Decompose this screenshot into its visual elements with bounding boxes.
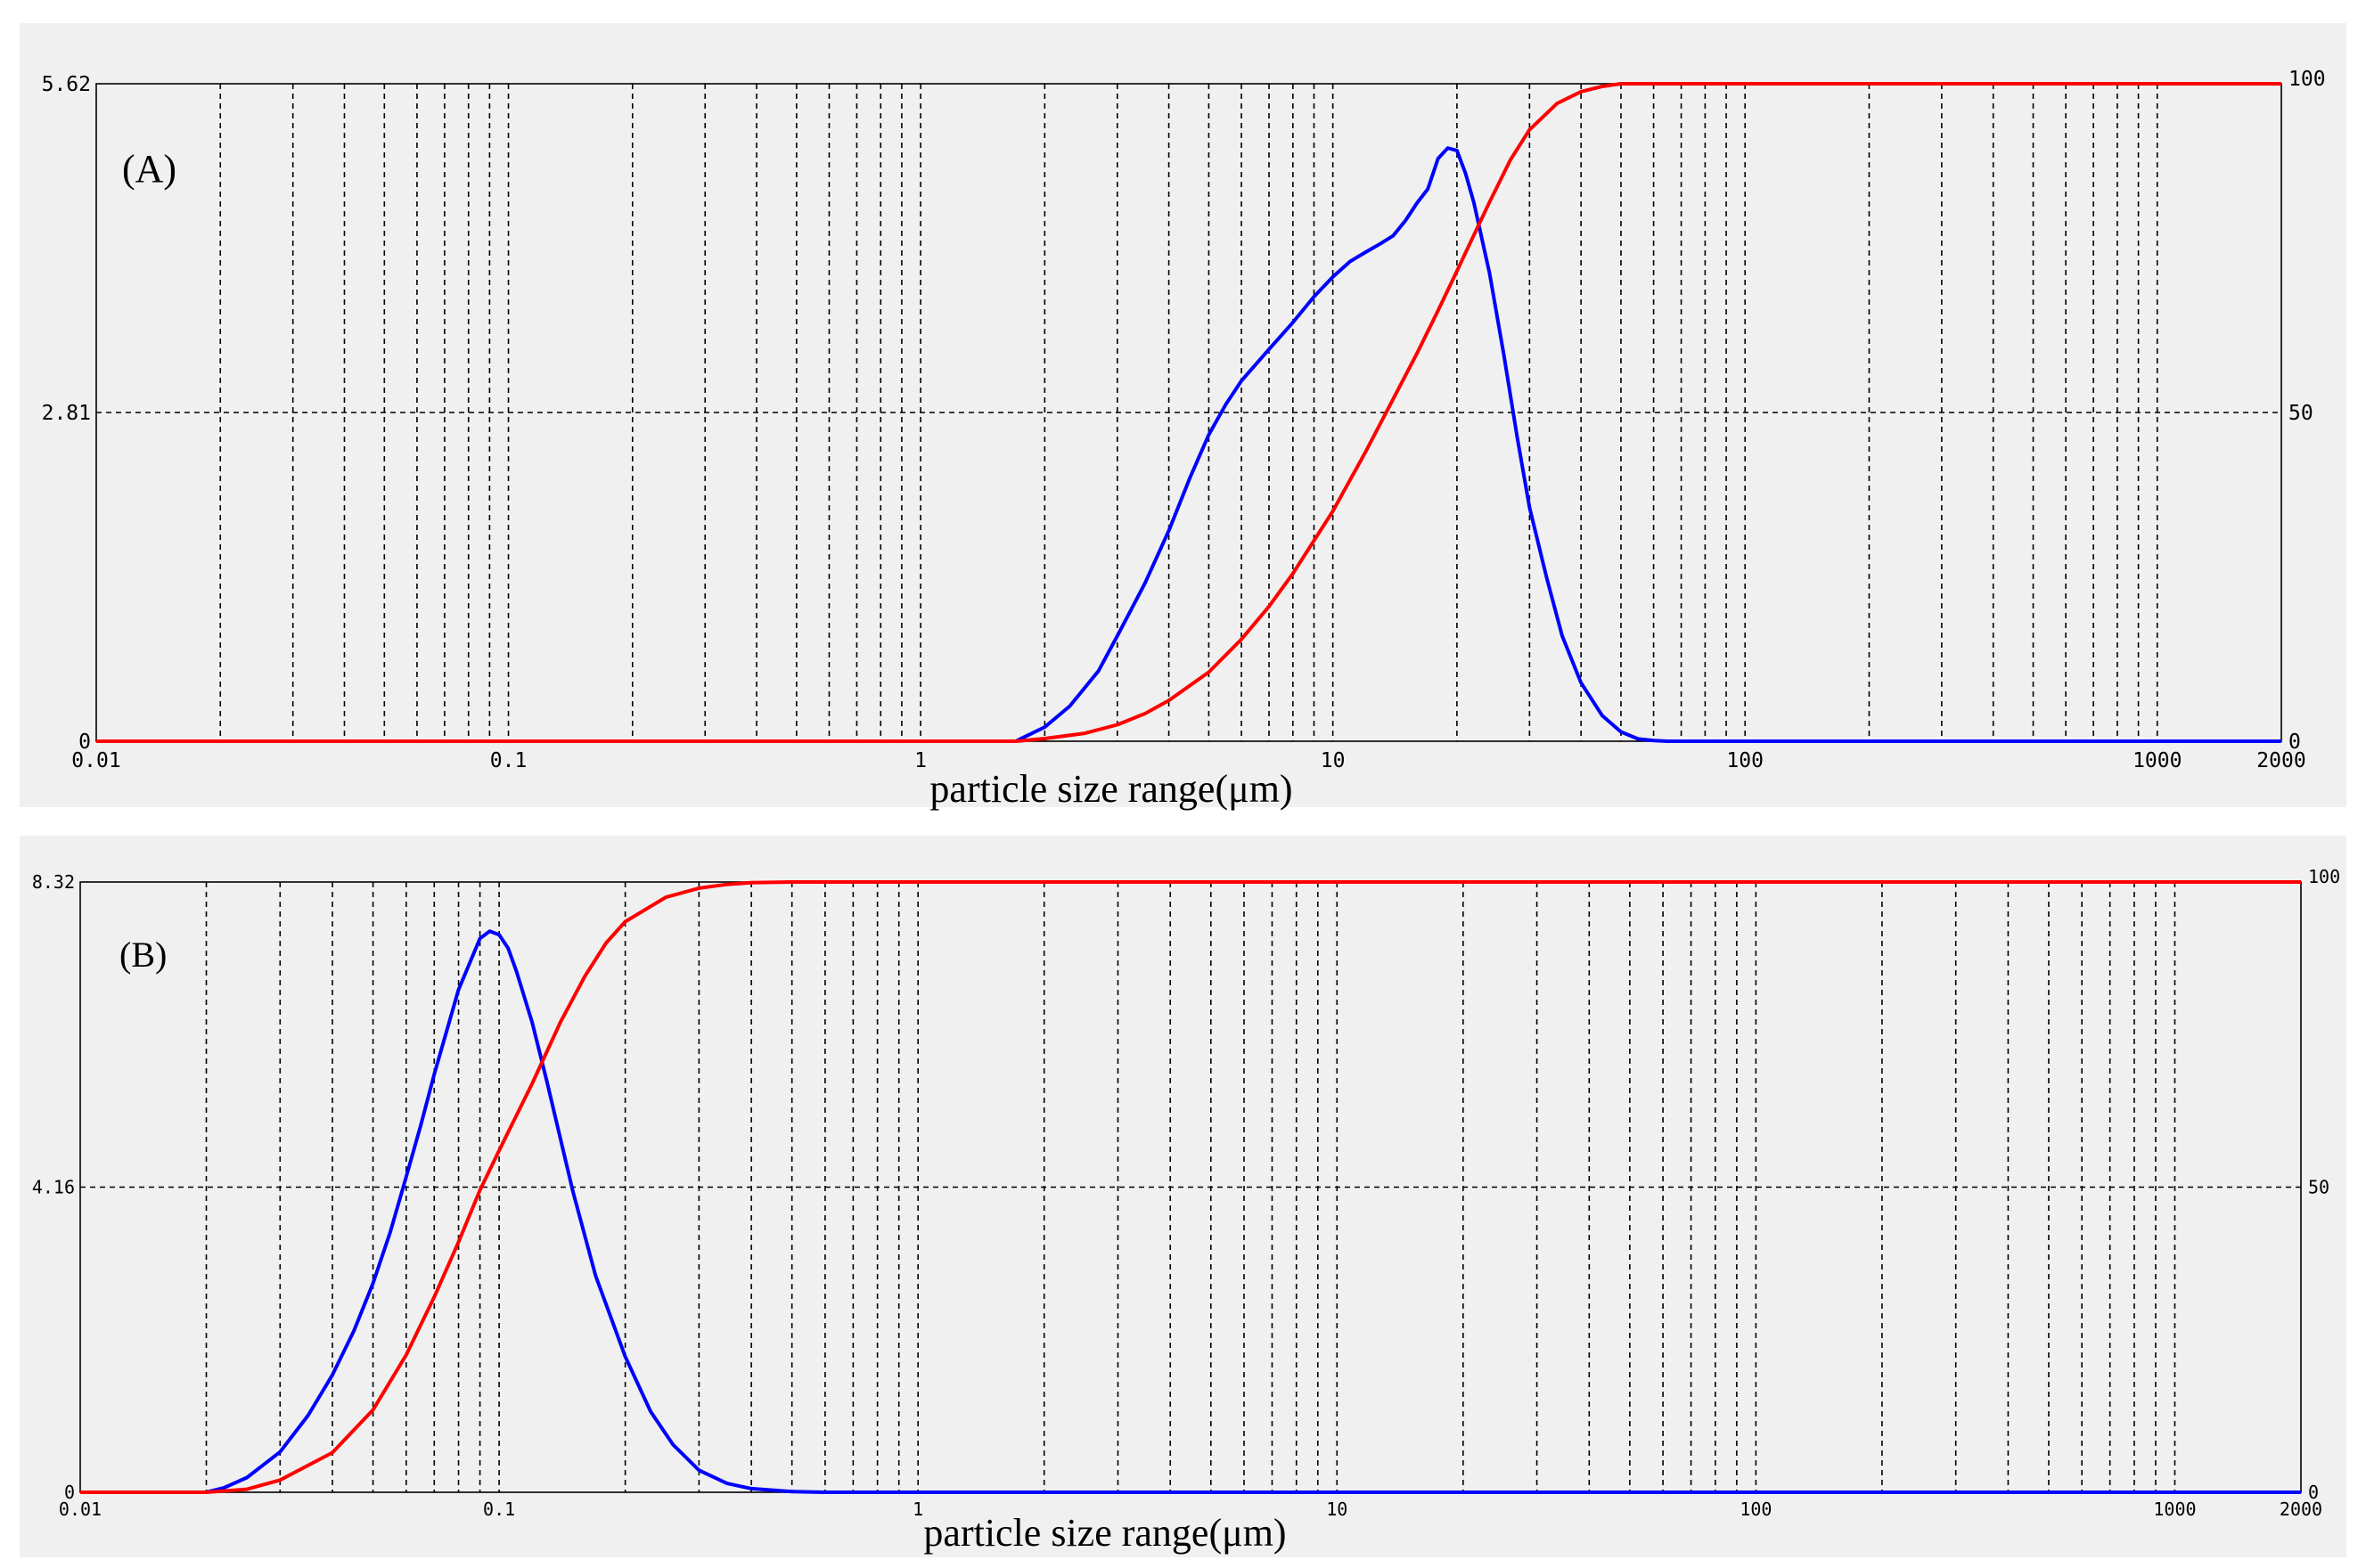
chart-a-svg: 0 2.81 5.62 0 50 100 0.01 0.1 1 10 100 1000 2000 part… — [42, 68, 2326, 811]
y-right-tick-label: 0 — [2288, 731, 2301, 754]
y-right-tick-label: 50 — [2288, 402, 2313, 425]
x-tick-label: 0.1 — [490, 749, 528, 772]
series-line-distribution — [96, 146, 2281, 743]
y-left-tick-label: 0 — [78, 731, 91, 754]
x-tick-label: 2000 — [2280, 1499, 2322, 1520]
series-line-cumulative — [96, 82, 2281, 743]
chart-panel-a: 0 2.81 5.62 0 50 100 0.01 0.1 1 10 100 1000 2000 part… — [20, 23, 2346, 811]
x-tick-label: 10 — [1326, 1499, 1347, 1520]
chart-panel-b: 0 4.16 8.32 0 50 100 0.01 0.1 1 10 100 1000 2000 part… — [20, 836, 2346, 1557]
y-left-tick-label: 4.16 — [32, 1177, 75, 1198]
y-right-tick-label: 100 — [2308, 866, 2340, 887]
x-tick-label: 100 — [1726, 749, 1764, 772]
x-tick-label: 0.1 — [483, 1499, 515, 1520]
x-tick-label: 0.01 — [71, 749, 120, 772]
grid-lines — [96, 84, 2281, 741]
chart-b-svg: 0 4.16 8.32 0 50 100 0.01 0.1 1 10 100 1000 2000 part… — [32, 866, 2340, 1555]
panel-label: (A) — [122, 147, 176, 191]
x-tick-label: 1 — [913, 1499, 923, 1520]
x-axis-label: particle size range(μm) — [929, 767, 1292, 811]
series-line-cumulative — [80, 880, 2301, 1494]
y-left-tick-label: 8.32 — [32, 871, 75, 893]
x-tick-label: 100 — [1740, 1499, 1772, 1520]
x-tick-label: 10 — [1321, 749, 1346, 772]
grid-lines — [80, 882, 2301, 1492]
x-tick-label: 0.01 — [59, 1499, 102, 1520]
y-right-tick-label: 50 — [2308, 1177, 2329, 1198]
x-tick-label: 1000 — [2133, 749, 2182, 772]
y-right-tick-label: 0 — [2308, 1482, 2319, 1503]
panel-label: (B) — [119, 935, 167, 975]
x-tick-label: 2000 — [2256, 749, 2305, 772]
series-line-distribution — [80, 929, 2301, 1494]
y-left-tick-label: 2.81 — [42, 402, 91, 425]
y-left-tick-label: 5.62 — [42, 73, 91, 96]
x-axis-label: particle size range(μm) — [923, 1511, 1286, 1555]
y-left-tick-label: 0 — [64, 1482, 75, 1503]
y-right-tick-label: 100 — [2288, 68, 2326, 91]
plot-frame — [95, 83, 2282, 742]
x-tick-label: 1000 — [2153, 1499, 2196, 1520]
x-tick-label: 1 — [914, 749, 927, 772]
